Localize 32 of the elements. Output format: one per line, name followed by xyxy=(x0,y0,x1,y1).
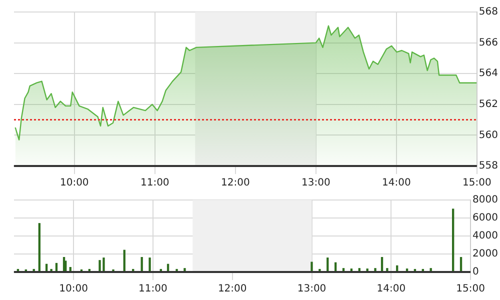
x-tick-label: 11:00 xyxy=(138,284,168,295)
bar xyxy=(38,223,40,272)
x-tick-label: 14:00 xyxy=(376,284,406,295)
x-tick-label: 10:00 xyxy=(59,284,88,295)
bar xyxy=(386,268,388,272)
x-tick-label: 11:00 xyxy=(140,178,170,189)
bar xyxy=(98,260,101,272)
y-tick-label: 0 xyxy=(472,266,479,278)
y-tick-label: 560 xyxy=(478,130,498,141)
x-tick-label: 12:00 xyxy=(218,284,247,295)
y-tick-label: 558 xyxy=(478,160,498,172)
y-tick-label: 562 xyxy=(478,98,498,110)
x-tick-label: 14:00 xyxy=(382,178,411,189)
bar xyxy=(102,258,105,272)
y-tick-label: 568 xyxy=(478,6,498,18)
y-tick-label: 564 xyxy=(478,68,498,80)
y-tick-label: 8000 xyxy=(472,194,498,206)
bar xyxy=(184,268,186,272)
y-tick-label: 4000 xyxy=(472,230,498,242)
x-tick-label: 15:00 xyxy=(462,178,492,189)
x-tick-label: 10:00 xyxy=(60,178,89,189)
bar xyxy=(148,258,151,272)
y-tick-label: 566 xyxy=(478,37,498,48)
y-tick-label: 2000 xyxy=(472,248,498,260)
x-tick-label: 13:00 xyxy=(297,284,326,295)
bar xyxy=(452,208,454,272)
x-tick-label: 15:00 xyxy=(456,284,485,295)
x-tick-label: 13:00 xyxy=(301,178,330,189)
x-tick-label: 12:00 xyxy=(220,178,250,189)
bar xyxy=(310,262,313,272)
y-tick-label: 6000 xyxy=(472,212,498,224)
bar xyxy=(374,268,376,272)
